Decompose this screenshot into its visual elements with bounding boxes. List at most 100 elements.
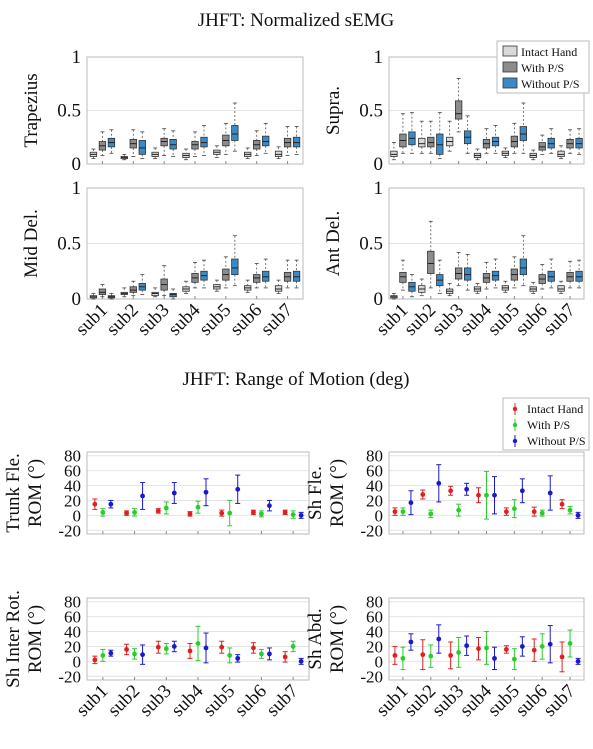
- box-sub5-s3: [231, 235, 239, 287]
- mean-point: [124, 647, 129, 652]
- section-title-emg: JHFT: Normalized sEMG: [198, 10, 395, 31]
- legend-item: Without P/S: [512, 434, 586, 448]
- errorbar-sub2-s3: [140, 482, 146, 510]
- mean-point: [267, 503, 272, 509]
- y-tick-label: 20: [64, 637, 81, 656]
- errorbar-sub3-s3: [464, 482, 470, 496]
- mean-point: [575, 658, 581, 664]
- errorbar-sub4-s3: [203, 632, 209, 664]
- box: [418, 137, 426, 148]
- y-tick-label: 80: [64, 593, 81, 612]
- box-sub7-s2: [566, 260, 574, 289]
- errorbar-sub6-s2: [258, 510, 264, 518]
- mean-point: [456, 507, 462, 513]
- box: [399, 271, 407, 283]
- chart-panel-2: 0 0.5 1 Supra. Intact Hand With P/S Without P/…: [323, 40, 590, 175]
- x-tick-label: sub6: [231, 681, 271, 721]
- errorbar-sub7-s3: [298, 511, 304, 519]
- mean-point: [428, 511, 434, 517]
- mean-point: [567, 641, 573, 646]
- mean-point: [100, 653, 106, 658]
- errorbar-sub4-s2: [484, 631, 489, 665]
- box: [463, 267, 472, 281]
- box: [274, 285, 283, 292]
- mean-point: [492, 492, 497, 498]
- errorbar-sub5-s1: [219, 640, 225, 654]
- box-sub2-s2: [427, 220, 435, 289]
- box-sub7-s3: [292, 259, 301, 289]
- y-tick-label: 0.5: [359, 234, 383, 255]
- box-sub5-s2: [222, 122, 230, 155]
- errorbar-sub2-s2: [428, 644, 434, 668]
- box-sub6-s3: [547, 128, 555, 154]
- x-tick-label: sub5: [195, 300, 235, 340]
- errorbar-sub1-s1: [392, 645, 398, 665]
- box-sub3-s1: [445, 120, 454, 152]
- legend-swatch: [502, 61, 518, 73]
- x-tick-label: sub3: [133, 300, 173, 340]
- errorbar-sub6-s1: [250, 642, 256, 654]
- mean-point: [428, 653, 434, 659]
- mean-point: [448, 653, 454, 658]
- box-sub3-s1: [151, 287, 159, 298]
- mean-point: [400, 655, 406, 661]
- box-sub3-s2: [454, 251, 463, 287]
- errorbar-sub7-s3: [575, 657, 581, 665]
- errorbar-sub3-s1: [448, 641, 454, 670]
- box: [129, 286, 137, 293]
- box: [547, 137, 555, 149]
- errorbar-sub3-s3: [464, 635, 470, 656]
- box-sub4-s2: [482, 128, 491, 154]
- x-tick-label: sub4: [164, 299, 205, 340]
- mean-point: [92, 657, 98, 663]
- box-sub5-s3: [519, 102, 528, 154]
- errorbar-sub2-s1: [420, 639, 426, 671]
- x-tick-label: sub7: [257, 300, 297, 340]
- errorbar-sub6-s3: [547, 625, 553, 664]
- box-sub7-s1: [274, 146, 283, 160]
- errorbar-sub2-s2: [132, 648, 138, 660]
- errorbar-sub7-s3: [298, 657, 304, 665]
- box-sub2-s2: [129, 280, 137, 297]
- mean-point: [464, 486, 470, 492]
- y-axis-label: ROM (°): [327, 459, 348, 527]
- errorbar-sub2-s1: [420, 489, 426, 500]
- errorbar-sub4-s1: [476, 487, 481, 504]
- y-tick-label: 0: [72, 289, 82, 310]
- y-axis-label: ROM (°): [25, 459, 46, 527]
- box-sub6-s3: [547, 258, 555, 289]
- y-tick-label: 20: [64, 491, 81, 510]
- mean-point: [259, 511, 264, 517]
- x-tick-label: sub7: [539, 300, 579, 340]
- errorbar-sub2-s3: [140, 644, 146, 665]
- y-axis-label: Mid Del.: [21, 209, 42, 278]
- errorbar-sub7-s3: [575, 511, 581, 519]
- errorbar-sub1-s3: [108, 499, 114, 509]
- box: [151, 291, 159, 297]
- errorbar-sub5-s2: [511, 648, 517, 671]
- errorbar-sub2-s1: [124, 510, 130, 516]
- legend-item: With P/S: [512, 418, 570, 432]
- mean-point: [539, 644, 545, 649]
- legend-label: Intact Hand: [527, 402, 583, 416]
- box-sub5-s1: [213, 279, 221, 292]
- x-tick-label: sub1: [72, 681, 112, 721]
- box-sub7-s3: [292, 126, 301, 155]
- box: [575, 137, 583, 149]
- errorbar-sub4-s2: [195, 625, 201, 662]
- mean-point: [124, 510, 129, 516]
- box: [292, 270, 301, 282]
- mean-point: [187, 511, 193, 517]
- mean-point: [187, 648, 193, 654]
- errorbar-sub7-s1: [559, 499, 565, 510]
- errorbar-sub1-s2: [400, 507, 406, 516]
- mean-point: [251, 645, 256, 651]
- y-tick-label: 0: [374, 154, 384, 175]
- chart-panel-1: 0 0.5 1 Trapezius: [21, 47, 304, 175]
- mean-point: [492, 655, 497, 661]
- mean-point: [92, 501, 98, 507]
- box-sub3-s1: [445, 283, 454, 297]
- mean-point: [132, 509, 137, 515]
